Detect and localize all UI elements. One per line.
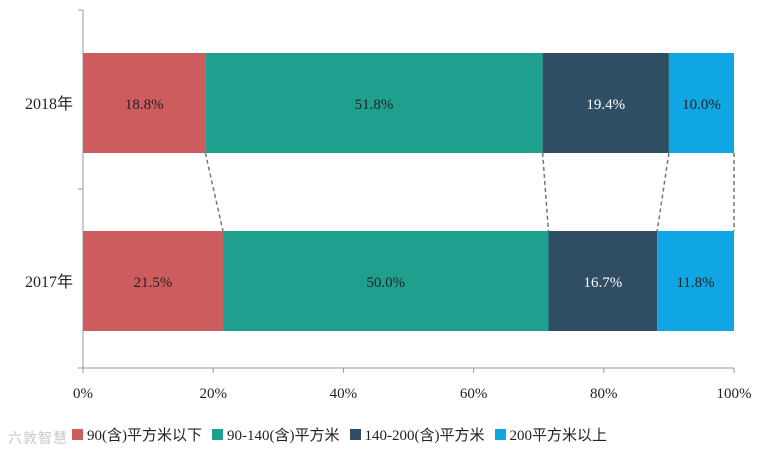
connector-line <box>656 152 670 232</box>
bar-segment <box>205 53 543 153</box>
legend-swatch <box>494 428 506 440</box>
bar-segment <box>657 231 734 331</box>
x-tick-label: 0% <box>73 386 93 402</box>
data-label: 50.0% <box>366 275 405 291</box>
bar-segment <box>548 231 658 331</box>
legend-label: 90(含)平方米以下 <box>87 427 202 444</box>
x-tick-label: 100% <box>717 386 752 402</box>
bar-segment <box>668 53 734 153</box>
legend-item: 90-140(含)平方米 <box>212 424 340 445</box>
legend: 90(含)平方米以下 90-140(含)平方米 140-200(含)平方米 200平方… <box>72 424 617 444</box>
data-label: 18.8% <box>125 97 164 113</box>
category-label: 2017年 <box>25 273 73 291</box>
bar-segment <box>222 231 549 331</box>
bar-segment <box>83 231 223 331</box>
legend-swatch <box>212 428 223 440</box>
legend-swatch <box>349 428 361 440</box>
category-label: 2018年 <box>25 95 73 113</box>
data-label: 16.7% <box>583 275 622 291</box>
data-label: 21.5% <box>134 275 173 291</box>
legend-label: 90-140(含)平方米 <box>227 427 340 444</box>
x-tick-label: 40% <box>330 386 358 402</box>
connector-line <box>204 152 224 232</box>
legend-item: 140-200(含)平方米 <box>349 424 485 445</box>
connector-line <box>541 152 550 232</box>
x-tick-label: 20% <box>199 386 227 402</box>
x-tick-label: 60% <box>460 386 488 402</box>
legend-item: 200平方米以上 <box>494 424 608 445</box>
bar-segment <box>542 53 669 153</box>
bar-segment <box>83 53 206 153</box>
data-label: 51.8% <box>355 97 394 113</box>
data-label: 10.0% <box>682 97 721 113</box>
x-tick-label: 80% <box>590 386 618 402</box>
legend-item: 90(含)平方米以下 <box>72 424 202 445</box>
watermark: 六敦智慧 <box>8 431 68 447</box>
legend-label: 200平方米以上 <box>509 427 608 444</box>
legend-label: 140-200(含)平方米 <box>364 427 485 444</box>
legend-swatch <box>72 428 83 440</box>
data-label: 11.8% <box>676 275 714 291</box>
data-label: 19.4% <box>586 97 625 113</box>
